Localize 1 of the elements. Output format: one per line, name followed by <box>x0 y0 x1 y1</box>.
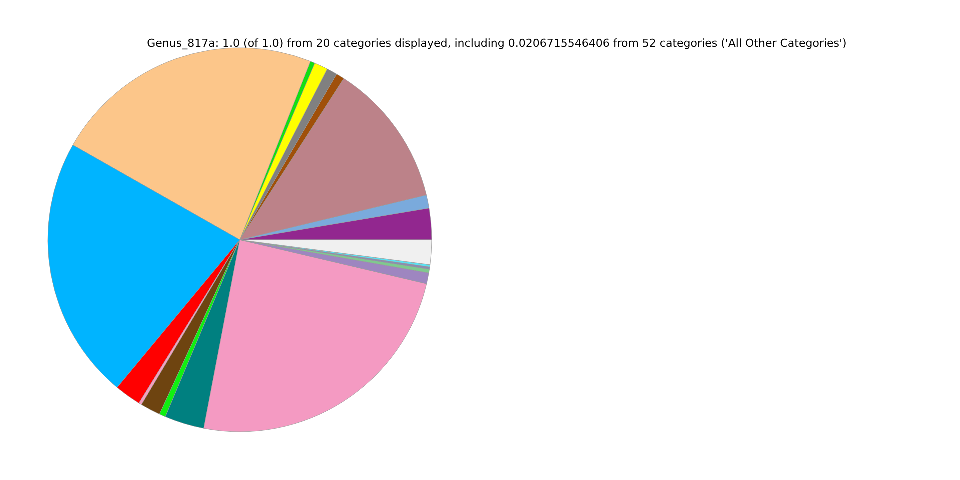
text: Genus_817a: 1.0 (of 1.0) from 20 categories displayed, including 0.0206715546406 from 52 categories ('All Other Categories') <box>147 37 847 50</box>
